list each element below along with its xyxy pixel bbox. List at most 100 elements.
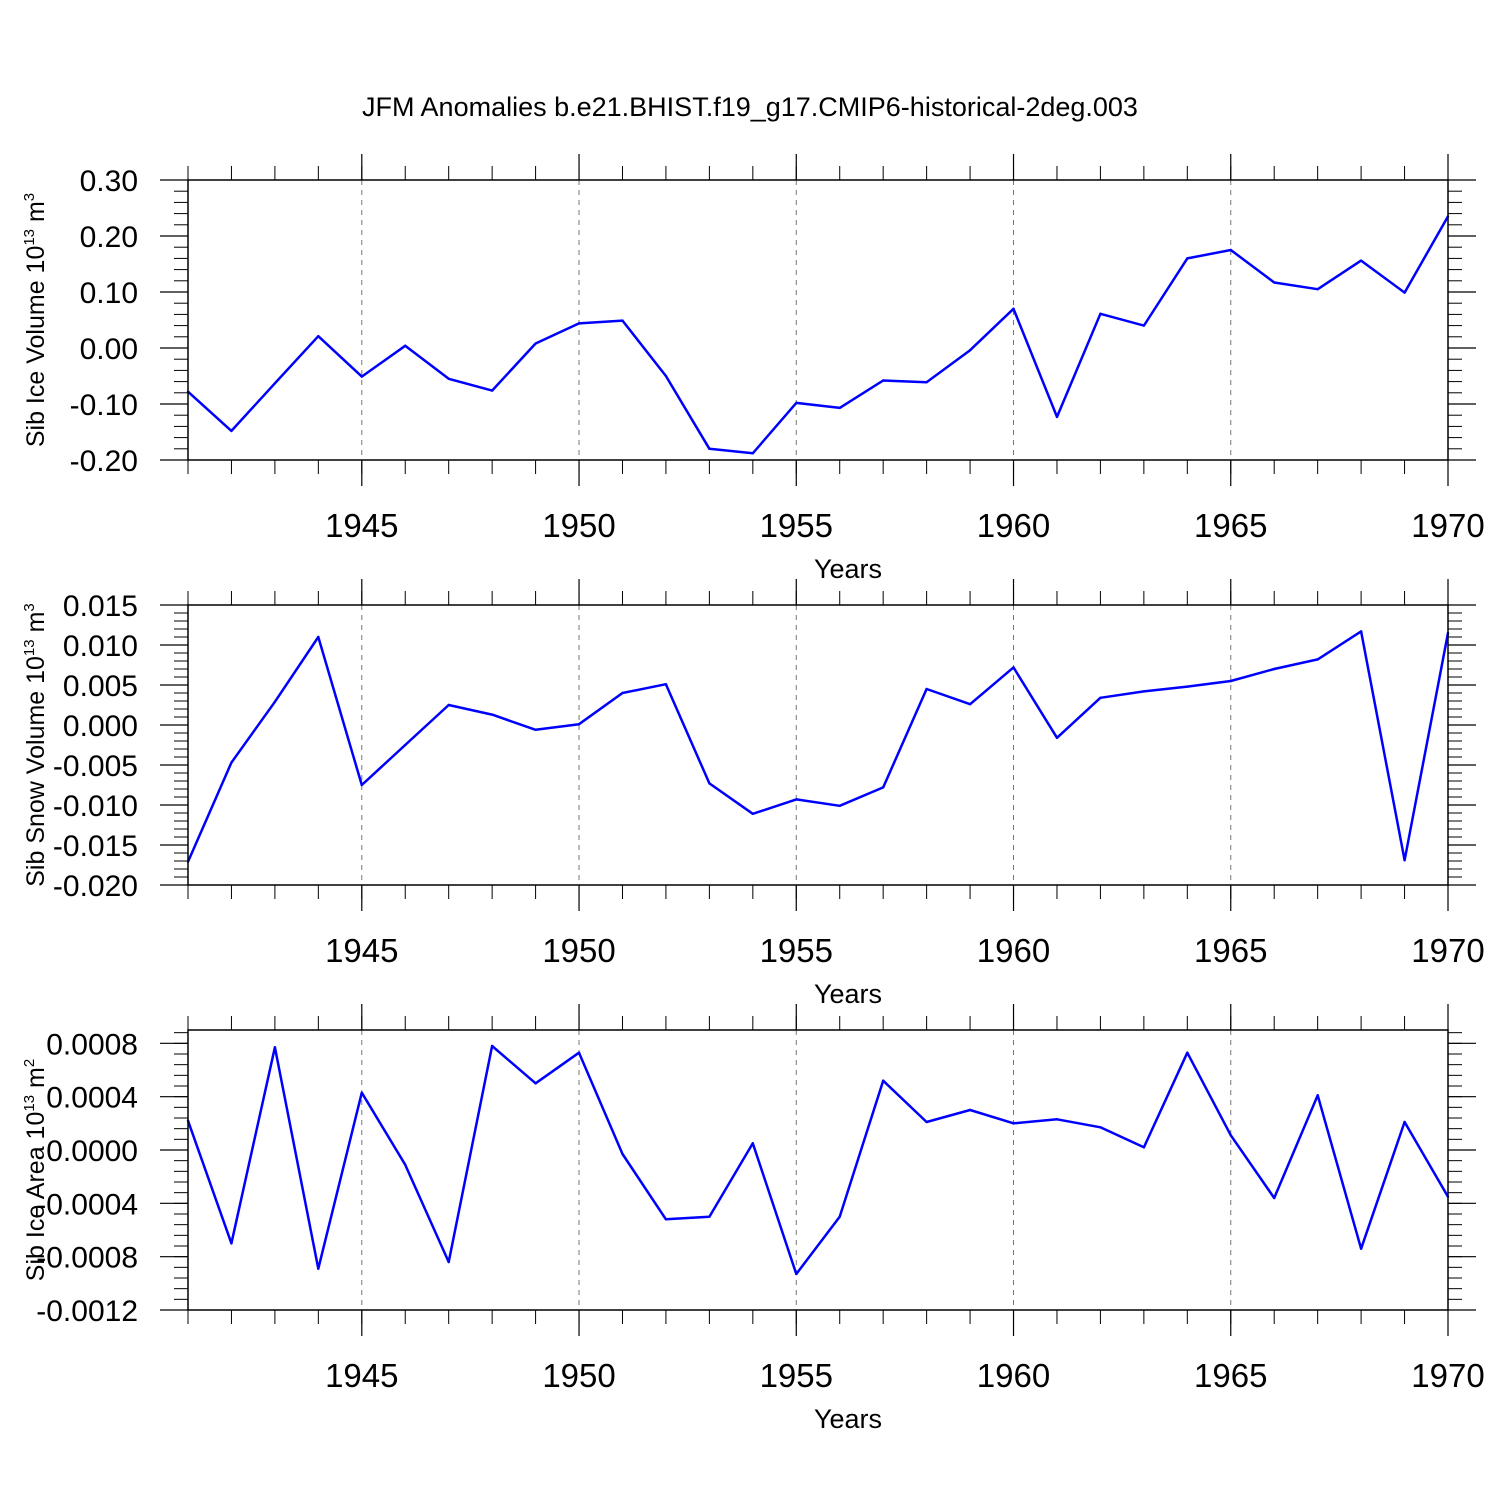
data-point (1099, 696, 1102, 699)
y-axis-label-superscript: 13 (21, 639, 38, 656)
y-tick-label: -0.020 (53, 870, 138, 903)
y-tick-label: 0.015 (63, 590, 138, 623)
data-point (1359, 259, 1363, 262)
data-point (360, 1091, 363, 1094)
x-axis-label: Years (814, 979, 882, 1009)
panel-2: 1945 1950 1955 1960 1965 1970 -0.020 -0.015 -0.0… (21, 579, 1485, 1009)
data-point (534, 728, 537, 731)
data-point (1403, 859, 1406, 862)
data-point (1359, 630, 1363, 633)
data-point (1186, 257, 1189, 260)
data-point (925, 380, 928, 384)
y-axis-label-superscript: 13 (21, 229, 38, 246)
data-point (881, 1079, 885, 1082)
data-point (317, 635, 320, 639)
data-point (534, 1082, 537, 1085)
x-tick-label: 1950 (542, 1357, 615, 1394)
data-point (751, 812, 755, 815)
data-point (360, 783, 363, 787)
data-point (404, 344, 407, 347)
data-point (795, 401, 798, 405)
data-point (1229, 248, 1232, 252)
data-point (1099, 312, 1102, 316)
x-tick-label: 1945 (325, 1357, 398, 1394)
data-point (447, 703, 450, 707)
data-point (230, 761, 233, 764)
y-tick-label: 0.0000 (46, 1135, 138, 1168)
y-axis-label-superscript: 2 (21, 1059, 38, 1067)
data-point (795, 1272, 798, 1276)
y-axis-label: Sib Ice Area 1013 m2 (21, 1059, 50, 1281)
series-line (186, 630, 1450, 863)
y-axis-label-part: Sib Snow Volume 10 (22, 656, 50, 887)
x-axis-label: Years (814, 1404, 882, 1434)
x-tick-label: 1965 (1194, 1357, 1267, 1394)
x-tick-label: 1970 (1411, 507, 1484, 544)
data-point (1273, 1196, 1276, 1200)
data-point (751, 1142, 755, 1145)
y-tick-label: 0.10 (80, 277, 138, 310)
data-point (881, 786, 885, 789)
y-tick-label: 0.005 (63, 670, 138, 703)
data-point (490, 389, 494, 392)
y-tick-label: 0.30 (80, 165, 138, 198)
data-point (1186, 685, 1189, 688)
data-point (621, 319, 624, 322)
x-tick-label: 1945 (325, 932, 398, 969)
y-tick-label: 0.0008 (46, 1028, 138, 1061)
data-point (230, 429, 233, 433)
plot-border (187, 1029, 1449, 1311)
x-tick-label: 1955 (760, 932, 833, 969)
data-point (317, 1267, 320, 1270)
data-point (404, 1163, 407, 1166)
y-tick-label: -0.0008 (36, 1242, 138, 1275)
data-point (273, 700, 277, 703)
y-axis-label-part: m (22, 612, 50, 640)
y-tick-label: -0.005 (53, 750, 138, 783)
data-point (360, 375, 363, 378)
x-axis-label: Years (814, 554, 882, 584)
x-tick-label: 1950 (542, 932, 615, 969)
data-point (534, 342, 537, 345)
data-point (490, 1044, 494, 1048)
data-point (1403, 291, 1406, 294)
plot-border (187, 604, 1449, 886)
x-tick-label: 1955 (760, 1357, 833, 1394)
x-tick-label: 1950 (542, 507, 615, 544)
y-tick-label: -0.10 (70, 389, 138, 422)
data-point (1186, 1051, 1189, 1054)
data-point (1142, 690, 1146, 693)
y-tick-label: 0.0004 (46, 1082, 138, 1115)
x-tick-label: 1960 (977, 932, 1050, 969)
data-point (317, 335, 320, 338)
data-point (664, 683, 668, 686)
data-point (273, 1046, 277, 1049)
data-point (1273, 281, 1276, 284)
x-tick-label: 1955 (760, 507, 833, 544)
x-tick-label: 1970 (1411, 1357, 1484, 1394)
y-tick-label: -0.015 (53, 830, 138, 863)
data-point (1316, 288, 1319, 291)
data-point (925, 687, 928, 691)
data-point (490, 713, 494, 716)
data-point (621, 691, 624, 695)
y-axis-label-part: m (22, 1067, 50, 1095)
data-point (1403, 1120, 1406, 1124)
data-point (968, 703, 972, 706)
data-point (1359, 1247, 1363, 1250)
data-point (577, 723, 581, 726)
data-point (1229, 679, 1232, 683)
data-point (925, 1120, 928, 1124)
data-point (968, 1108, 972, 1112)
data-point (838, 1215, 841, 1218)
y-axis-label-part: m (22, 201, 50, 229)
y-tick-label: -0.0004 (36, 1188, 138, 1221)
data-point (1273, 667, 1276, 671)
data-point (1099, 1126, 1102, 1129)
y-tick-label: 0.000 (63, 710, 138, 743)
data-point (1012, 1122, 1015, 1125)
y-tick-label: 0.20 (80, 221, 138, 254)
data-point (1055, 736, 1059, 739)
x-tick-label: 1945 (325, 507, 398, 544)
